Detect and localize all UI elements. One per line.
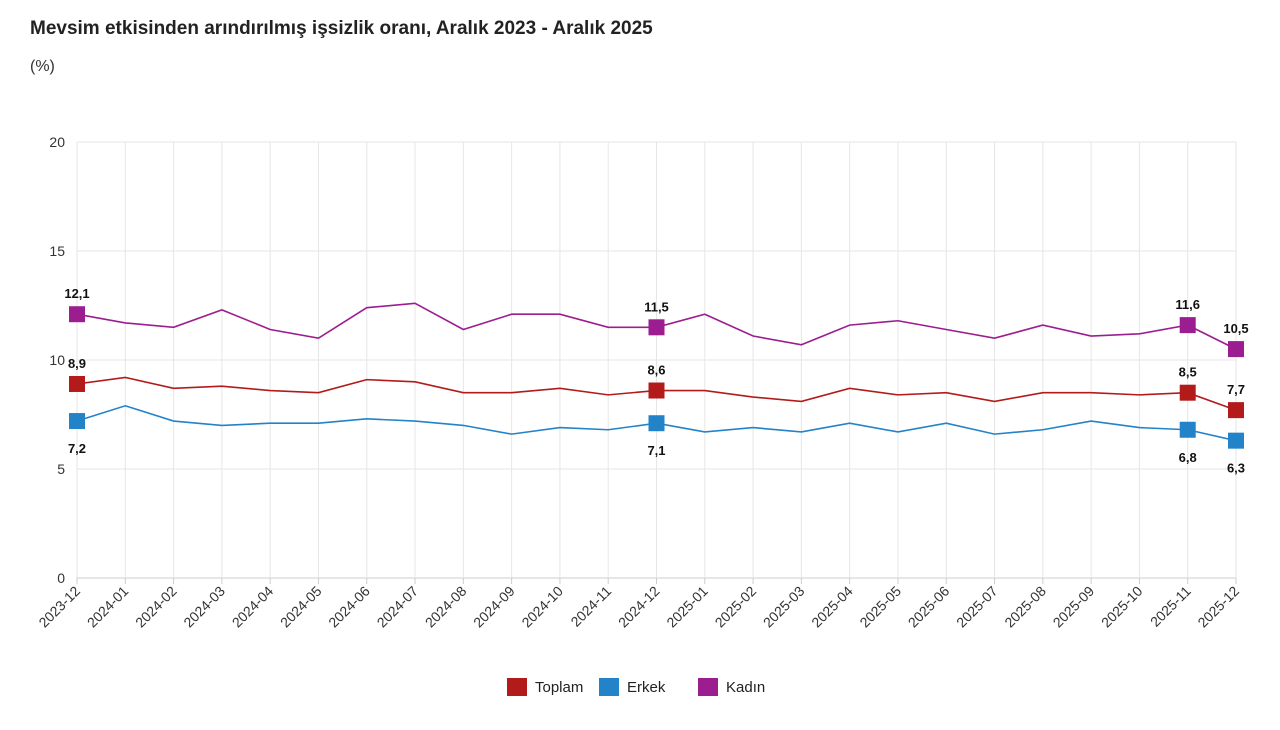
y-tick-label: 10 (49, 352, 65, 368)
x-tick-label: 2025-06 (905, 583, 953, 631)
x-tick-label: 2024-07 (374, 583, 422, 631)
x-tick-label: 2024-10 (518, 583, 566, 631)
x-tick-label: 2024-04 (229, 583, 277, 631)
data-marker (69, 306, 85, 323)
legend-label: Erkek (627, 679, 666, 696)
data-label: 11,5 (644, 299, 669, 314)
x-tick-label: 2025-07 (953, 583, 1001, 631)
x-tick-label: 2024-08 (422, 583, 470, 631)
y-tick-label: 15 (49, 243, 65, 259)
x-tick-label: 2025-08 (1001, 583, 1049, 631)
legend-label: Toplam (535, 679, 583, 696)
x-tick-label: 2025-12 (1194, 583, 1242, 631)
legend-swatch-toplam (507, 678, 527, 696)
data-marker (1228, 432, 1244, 449)
data-label: 8,6 (647, 363, 665, 378)
data-label: 10,5 (1223, 321, 1248, 336)
data-label: 6,3 (1227, 461, 1245, 476)
legend-label: Kadın (726, 679, 765, 696)
legend-swatch-kadın (698, 678, 718, 696)
x-tick-label: 2025-04 (808, 583, 856, 631)
data-label: 7,2 (68, 441, 86, 456)
data-label: 11,6 (1175, 297, 1200, 312)
data-marker (1228, 402, 1244, 419)
x-tick-label: 2025-10 (1098, 583, 1146, 631)
data-label: 8,9 (68, 356, 86, 371)
data-label: 8,5 (1179, 365, 1197, 380)
data-marker (69, 375, 85, 392)
data-label: 7,7 (1227, 382, 1245, 397)
legend-swatch-erkek (599, 678, 619, 696)
x-tick-label: 2025-02 (712, 583, 760, 631)
x-tick-label: 2024-09 (470, 583, 518, 631)
chart-title: Mevsim etkisinden arındırılmış işsizlik … (30, 18, 653, 39)
data-marker (648, 319, 665, 336)
x-tick-label: 2024-02 (132, 583, 180, 631)
y-tick-label: 20 (49, 134, 65, 150)
x-tick-label: 2025-01 (663, 583, 711, 631)
data-label: 7,1 (647, 443, 665, 458)
data-marker (69, 413, 85, 430)
data-marker (1179, 384, 1196, 401)
data-label: 12,1 (64, 286, 89, 301)
x-tick-label: 2024-05 (277, 583, 325, 631)
x-tick-label: 2025-05 (856, 583, 904, 631)
x-tick-label: 2025-09 (1050, 583, 1098, 631)
x-tick-label: 2024-12 (615, 583, 663, 631)
data-marker (648, 382, 665, 399)
y-tick-label: 0 (57, 570, 65, 586)
data-marker (1179, 317, 1196, 334)
x-tick-label: 2023-12 (35, 583, 83, 631)
x-tick-label: 2025-11 (1147, 583, 1194, 630)
data-label: 6,8 (1179, 450, 1197, 465)
x-tick-label: 2024-01 (84, 583, 132, 631)
x-tick-label: 2025-03 (760, 583, 808, 631)
data-marker (1179, 421, 1196, 438)
data-marker (648, 415, 665, 432)
x-tick-label: 2024-11 (567, 583, 614, 630)
data-marker (1228, 341, 1244, 358)
x-tick-label: 2024-03 (180, 583, 228, 631)
x-tick-label: 2024-06 (325, 583, 373, 631)
y-tick-label: 5 (57, 461, 65, 477)
y-axis-unit: (%) (30, 58, 55, 75)
